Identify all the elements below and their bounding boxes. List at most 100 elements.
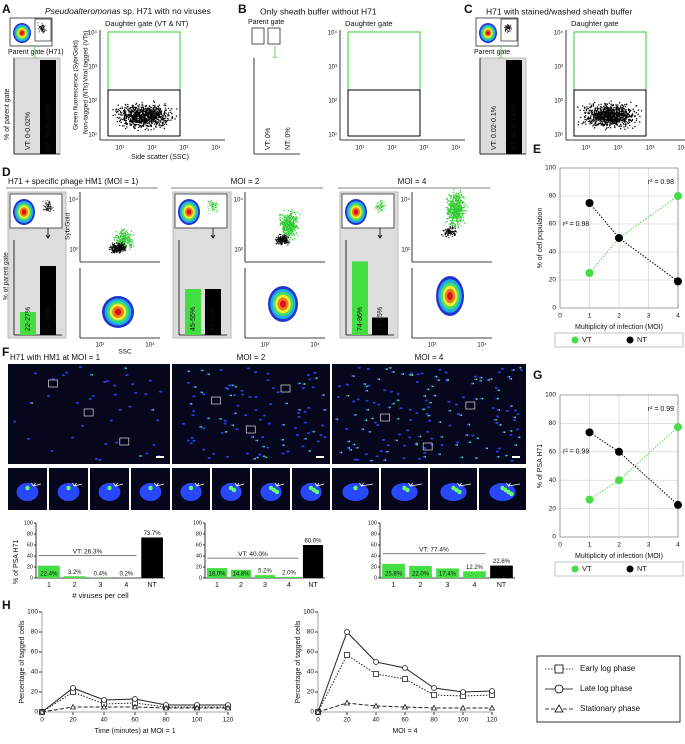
micrograph xyxy=(332,364,526,464)
dot xyxy=(629,119,632,122)
dot xyxy=(217,204,219,206)
dot xyxy=(456,206,459,208)
cell xyxy=(236,404,240,407)
dot xyxy=(611,117,613,120)
dot xyxy=(383,201,385,203)
dot xyxy=(378,204,380,206)
virus xyxy=(348,447,351,449)
marker xyxy=(585,199,594,207)
cell xyxy=(307,406,311,409)
x-tick-label: 2 xyxy=(239,582,243,589)
dot xyxy=(160,120,162,122)
dot xyxy=(126,126,128,128)
dot xyxy=(135,117,137,119)
dot xyxy=(604,108,607,110)
inset-cell xyxy=(300,483,322,501)
marker xyxy=(70,685,76,691)
dot xyxy=(284,221,286,223)
dot xyxy=(119,116,121,119)
dot xyxy=(504,27,506,29)
dot xyxy=(289,238,291,240)
dot xyxy=(115,108,117,110)
marker xyxy=(615,447,623,456)
dot xyxy=(282,240,284,242)
dot xyxy=(607,118,610,120)
nt-label: NT: 0% xyxy=(285,127,292,150)
y-tick-label: 10⁴ xyxy=(401,197,411,204)
dot xyxy=(505,28,507,30)
x-tick-label: 10⁴ xyxy=(677,145,685,152)
dot xyxy=(454,213,456,215)
dot xyxy=(154,117,156,119)
bar xyxy=(20,312,36,335)
cell xyxy=(454,403,458,406)
dot xyxy=(599,120,601,122)
dot xyxy=(282,237,284,239)
density-level xyxy=(114,308,122,316)
dot xyxy=(630,116,633,118)
virus xyxy=(370,459,373,462)
dot xyxy=(447,199,449,201)
dot xyxy=(596,117,598,120)
dot xyxy=(115,246,117,248)
dot xyxy=(456,208,458,211)
dot xyxy=(116,251,118,253)
dot xyxy=(125,119,127,122)
dot xyxy=(112,250,114,252)
dot xyxy=(121,114,123,116)
dot xyxy=(276,238,279,240)
dot xyxy=(603,114,605,116)
dot xyxy=(125,110,127,112)
cell xyxy=(306,373,311,376)
dot xyxy=(167,113,169,116)
dot xyxy=(457,227,459,229)
x-tick-label: 3 xyxy=(647,313,651,320)
dot xyxy=(585,123,587,125)
y-tick-label: 10³ xyxy=(88,65,97,71)
dot xyxy=(457,200,460,202)
value-label: 73.7% xyxy=(144,531,162,537)
dot xyxy=(451,233,453,236)
dot xyxy=(142,113,144,115)
virus xyxy=(389,367,392,369)
dot xyxy=(288,221,291,223)
dot xyxy=(591,113,593,115)
dot xyxy=(127,113,130,116)
title-italic: Pseudoalteromonas xyxy=(45,6,121,16)
dot xyxy=(138,106,140,108)
dot xyxy=(633,110,635,112)
dot xyxy=(458,211,460,213)
inset-virus xyxy=(509,491,514,497)
dot xyxy=(44,25,46,27)
dot xyxy=(117,235,120,238)
dot xyxy=(281,217,284,219)
dot xyxy=(145,107,147,109)
dot xyxy=(606,117,609,119)
dot xyxy=(150,110,153,113)
dot xyxy=(286,231,289,234)
dot xyxy=(46,210,48,212)
dot xyxy=(377,208,379,210)
dot xyxy=(594,121,597,123)
dot xyxy=(296,226,298,228)
dot xyxy=(125,127,127,130)
dot xyxy=(284,232,286,235)
dot xyxy=(445,232,448,234)
dot xyxy=(591,111,594,114)
dot xyxy=(162,117,164,119)
dot xyxy=(139,121,141,123)
dot xyxy=(162,124,164,127)
x-tick-label: 0 xyxy=(558,313,562,320)
dot xyxy=(287,225,289,228)
virus xyxy=(424,456,427,458)
dot xyxy=(42,24,44,26)
dot xyxy=(589,116,592,118)
inset-cell xyxy=(57,483,80,501)
dot xyxy=(597,112,600,115)
x-tick-label: 40 xyxy=(100,717,108,724)
dot xyxy=(122,118,124,121)
virus xyxy=(498,409,501,411)
x-tick-label: 10⁴ xyxy=(211,145,221,152)
dot xyxy=(447,233,450,235)
dot xyxy=(290,213,293,215)
